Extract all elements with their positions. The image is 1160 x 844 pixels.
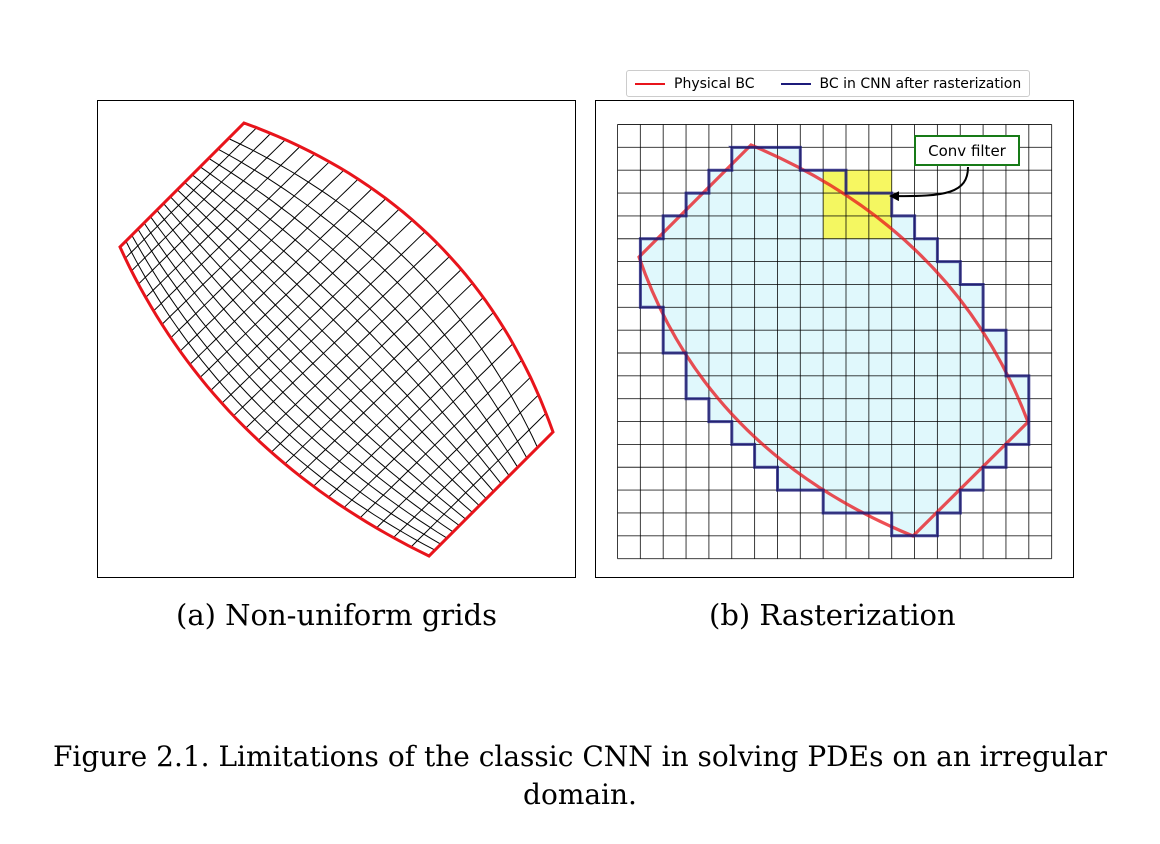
grid-line-u bbox=[376, 376, 531, 529]
subcaption-b: (b) Rasterization bbox=[709, 598, 956, 632]
rasterized-boundary bbox=[638, 145, 1031, 538]
grid-line-u bbox=[245, 243, 438, 429]
interior-cell-row bbox=[731, 147, 801, 171]
panel-non-uniform-grid bbox=[97, 100, 576, 578]
legend-swatch-blue bbox=[780, 82, 811, 85]
grid-line-v bbox=[217, 148, 528, 459]
grid-line-v bbox=[137, 228, 448, 539]
legend-item-bc-cnn: BC in CNN after rasterization bbox=[780, 75, 1022, 92]
grid-line-v bbox=[169, 196, 480, 507]
grid-line-v bbox=[184, 182, 494, 492]
grid-line-v bbox=[125, 240, 436, 551]
legend-label: BC in CNN after rasterization bbox=[819, 75, 1022, 92]
grid-line-u bbox=[170, 169, 345, 339]
grid-line-u bbox=[189, 188, 373, 365]
interior-cell-row bbox=[777, 467, 984, 491]
grid-line-u bbox=[138, 139, 286, 285]
conv-filter-label: Conv filter bbox=[928, 141, 1006, 160]
grid-line-u bbox=[359, 359, 523, 519]
grid-line-u bbox=[161, 161, 330, 325]
grid-line-u bbox=[153, 153, 316, 312]
grid-line-u bbox=[410, 412, 547, 548]
conv-filter-label-box: Conv filter bbox=[914, 135, 1020, 166]
grid-line-v bbox=[191, 174, 502, 485]
grid-line-u bbox=[328, 327, 504, 498]
legend-label: Physical BC bbox=[674, 75, 755, 92]
interior-cell-row bbox=[731, 421, 1029, 445]
interior-cell-row bbox=[640, 284, 984, 308]
legend: Physical BC BC in CNN after rasterizatio… bbox=[626, 70, 1031, 97]
grid-line-u bbox=[131, 133, 272, 272]
grid-line-v bbox=[143, 222, 454, 533]
grid-line-v bbox=[228, 138, 538, 448]
grid-line-u bbox=[145, 146, 301, 298]
grid-line-v bbox=[149, 216, 460, 527]
grid-line-v bbox=[176, 189, 487, 500]
grid-line-u bbox=[393, 394, 539, 538]
grid-line-u bbox=[199, 198, 387, 378]
interior-cell-row bbox=[640, 238, 938, 262]
legend-swatch-red bbox=[635, 82, 665, 85]
grid-line-u bbox=[343, 343, 514, 509]
interior-cell-row bbox=[663, 330, 1006, 353]
grid-line-u bbox=[298, 297, 484, 476]
grid-line-v bbox=[208, 157, 519, 468]
curvilinear-grid-figure bbox=[118, 121, 555, 558]
interior-cell-row bbox=[754, 444, 1006, 468]
grid-line-v bbox=[163, 203, 473, 513]
legend-item-physical-bc: Physical BC bbox=[635, 76, 755, 92]
grid-line-u bbox=[233, 231, 426, 417]
grid-line-u bbox=[124, 127, 257, 259]
grid-line-u bbox=[210, 208, 400, 391]
physical-boundary bbox=[118, 121, 555, 558]
grid-line-v bbox=[156, 209, 467, 520]
grid-line-v bbox=[131, 234, 442, 545]
grid-line-u bbox=[270, 269, 462, 453]
grid-line-u bbox=[257, 255, 451, 441]
panel-rasterization: Conv filter bbox=[595, 100, 1074, 578]
grid-lines bbox=[124, 127, 547, 551]
figure-caption: Figure 2.1. Limitations of the classic C… bbox=[52, 740, 1108, 811]
grid-line-u bbox=[284, 282, 473, 465]
conv-filter-arrow bbox=[889, 166, 969, 202]
rasterization-figure bbox=[617, 124, 1053, 560]
grid-line-u bbox=[313, 311, 494, 487]
subcaption-a: (a) Non-uniform grids bbox=[176, 598, 497, 632]
grid-line-v bbox=[199, 166, 510, 477]
grid-line-u bbox=[179, 178, 359, 352]
grid-line-u bbox=[221, 219, 413, 404]
interior-cell-row bbox=[686, 375, 1029, 399]
